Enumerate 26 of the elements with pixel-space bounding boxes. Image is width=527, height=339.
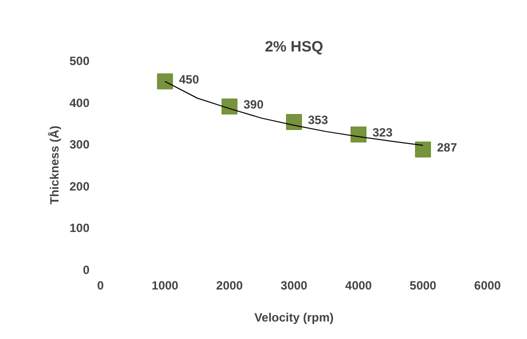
x-tick-label: 1000 — [152, 278, 179, 292]
y-tick-label: 100 — [69, 221, 90, 236]
data-label: 390 — [244, 97, 264, 112]
data-label: 450 — [179, 72, 200, 86]
x-tick-label: 5000 — [410, 278, 437, 292]
x-axis-title: Velocity (rpm) — [254, 310, 334, 324]
y-tick-label: 0 — [82, 263, 90, 277]
point — [350, 126, 366, 142]
y-tick-label: 400 — [69, 96, 90, 110]
y-tick-label: 300 — [69, 138, 90, 152]
x-tick-label: 2000 — [216, 278, 244, 292]
x-tick-label: 3000 — [280, 278, 308, 292]
y-tick-label: 500 — [69, 54, 90, 68]
point — [222, 98, 238, 114]
data-label: 287 — [437, 140, 458, 155]
y-tick-label: 200 — [69, 179, 90, 194]
data-label: 353 — [308, 112, 328, 127]
data-label: 323 — [372, 125, 393, 140]
x-tick-label: 4000 — [345, 278, 372, 292]
x-tick-label: 0 — [97, 278, 104, 292]
point — [286, 114, 302, 130]
y-axis-title: Thickness (Å) — [47, 126, 62, 204]
point — [157, 73, 173, 90]
point — [415, 142, 431, 158]
chart-title: 2% HSQ — [264, 38, 324, 56]
x-tick-label: 6000 — [474, 278, 502, 292]
